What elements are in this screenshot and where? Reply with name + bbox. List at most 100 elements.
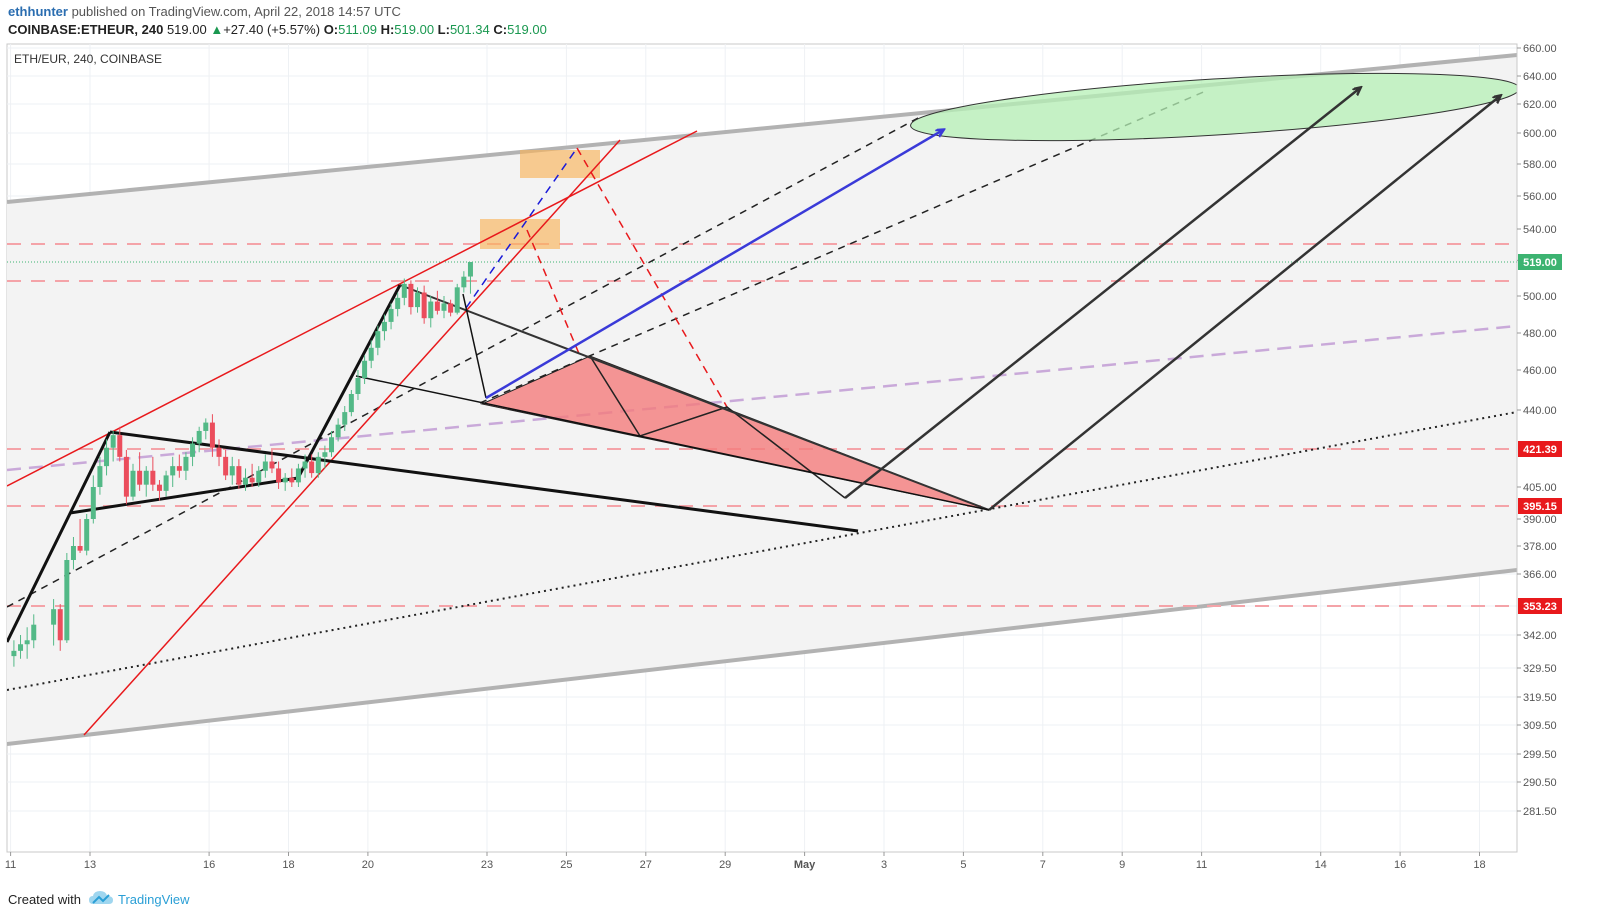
candle [428,296,434,328]
candle-body [368,347,374,361]
dashed-trend-line-1 [7,116,921,608]
candle-body [388,308,394,322]
candle-body [57,609,63,641]
candle-body [31,624,37,641]
candle-body [137,470,143,485]
price-tick-label: 640.00 [1523,71,1557,83]
candle [454,283,460,315]
candle-body [196,430,202,444]
purple-dashed-trend [7,324,1517,472]
candle-body [242,477,248,485]
published-text: published on TradingView.com, April 22, … [67,4,401,19]
candle [329,430,335,457]
price-tick-label: 299.50 [1523,749,1557,761]
dashed-trend-line-2 [479,89,1209,404]
candle [104,439,110,476]
candle [395,292,401,317]
candle-body [223,456,229,476]
candle [11,640,17,667]
candle-body [355,378,361,394]
price-tick-label: 390.00 [1523,514,1557,526]
pullback-line [462,293,487,399]
time-axis[interactable]: 11 13 16 18 20 23 25 27 29 May 3 5 7 9 11 14 16 18 [5,851,1517,871]
low-label: L: [437,22,450,37]
candle [415,287,421,313]
candle [209,414,215,457]
chart-header: ethhunter published on TradingView.com, … [0,0,1623,42]
candle [18,635,24,659]
candle [123,449,129,505]
candle [176,454,182,478]
target-ellipse [910,72,1517,142]
price-level-badge [1518,598,1562,614]
candle-body [176,466,182,471]
candle [421,285,427,324]
candle [110,430,116,462]
candle [90,475,96,524]
tradingview-brand-link[interactable]: TradingView [118,892,190,907]
candle [242,468,248,491]
candle-body [156,484,162,491]
price-tick-label: 460.00 [1523,365,1557,377]
time-tick-label: 9 [1119,859,1125,871]
candle [276,461,282,489]
time-tick-label: 20 [362,859,374,871]
candle [143,466,149,497]
dotted-support-line [7,411,1517,691]
projection-arrow-2 [988,96,1500,511]
author-link[interactable]: ethhunter [8,4,68,19]
tradingview-cloud-icon[interactable] [88,889,114,909]
candle-body [276,468,282,483]
drawing-layer [7,53,1517,746]
price-tick-label: 366.00 [1523,569,1557,581]
price-tick-label: 480.00 [1523,328,1557,340]
red-channel-top [7,130,698,487]
change-value: +27.40 (+5.57%) [223,22,321,37]
chart-title: ETH/EUR, 240, COINBASE [14,52,162,66]
candle-body [150,470,156,485]
candle-body [375,331,381,348]
candle [302,454,308,478]
time-tick-label: 25 [560,859,572,871]
price-tick-label: 329.50 [1523,663,1557,675]
candle [322,445,328,469]
time-tick-label: 18 [282,859,294,871]
candle [262,454,268,478]
channel-fill [7,55,1517,744]
time-tick-label: 3 [881,859,887,871]
candle-body [170,466,176,476]
candle [150,456,156,491]
candle [137,452,143,491]
close-label: C: [493,22,508,37]
time-tick-label: 11 [5,859,16,871]
candle [335,418,341,442]
candle-body [77,546,83,551]
created-with-text: Created with [8,892,81,907]
price-axis[interactable]: 660.00 640.00 620.00 600.00 580.00 560.00 540.… [1516,43,1563,852]
price-tick-label: 309.50 [1523,720,1557,732]
candlestick-series [11,262,473,667]
high-value: 519.00 [394,22,435,37]
candle [362,355,368,384]
price-tick-label: 500.00 [1523,291,1557,303]
candle [57,604,63,651]
wedge-lower-line [355,375,990,511]
open-label: O: [323,22,339,37]
candle-body [110,435,116,448]
candle-body [295,468,301,483]
projection-arrow-1 [844,88,1360,499]
candle-body [362,360,368,378]
candle [467,262,473,294]
candle [401,278,407,306]
candle-body [329,437,335,453]
candle [223,449,229,481]
candle-body [104,447,110,467]
candle-body [408,283,414,308]
change-arrow-icon: ▲ [210,22,224,37]
last-price-badge [1518,254,1562,270]
candle [216,439,222,467]
candle-body [302,461,308,469]
candle-body [381,321,387,332]
candle-body [289,477,295,483]
